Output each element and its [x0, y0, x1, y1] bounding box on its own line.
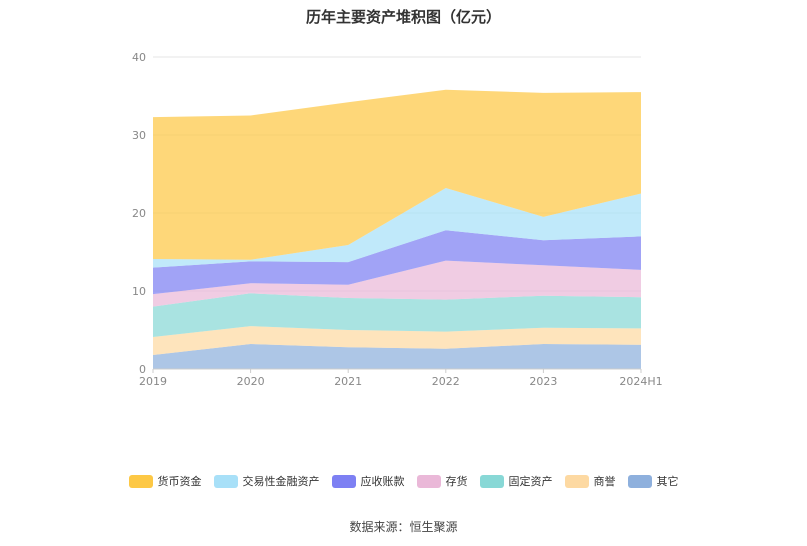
legend-swatch [331, 474, 356, 488]
x-tick-label: 2019 [139, 375, 167, 388]
y-tick-label: 10 [132, 285, 146, 298]
area-series [153, 89, 641, 369]
y-tick-label: 40 [132, 51, 146, 64]
legend-item[interactable]: 应收账款 [331, 473, 405, 489]
legend-label: 应收账款 [360, 475, 405, 488]
legend-label: 固定资产 [508, 475, 553, 488]
area-存货[interactable] [153, 260, 641, 307]
legend-label: 货币资金 [157, 475, 202, 488]
legend-item[interactable]: 存货 [416, 473, 468, 489]
chart-title: 历年主要资产堆积图（亿元） [305, 8, 501, 26]
legend-swatch [213, 474, 238, 488]
axes: 0 10 20 30 40 2019 2020 2021 2022 2023 2024H1 [132, 51, 663, 388]
y-tick-label: 30 [132, 129, 146, 142]
area-货币资金[interactable] [153, 89, 641, 260]
area-应收账款[interactable] [153, 230, 641, 295]
legend-item[interactable]: 商誉 [564, 473, 616, 489]
y-tick-label: 20 [132, 207, 146, 220]
x-tick-label: 2022 [432, 375, 460, 388]
legend: 货币资金 交易性金融资产 应收账款 存货 固定资产 商誉 其它 [0, 473, 807, 489]
legend-item[interactable]: 其它 [627, 473, 679, 489]
area-固定资产[interactable] [153, 293, 641, 337]
legend-swatch [564, 474, 589, 488]
legend-swatch [479, 474, 504, 488]
x-tick-label: 2020 [237, 375, 265, 388]
x-tick-label: 2021 [334, 375, 362, 388]
y-tick-label: 0 [139, 363, 146, 376]
area-商誉[interactable] [153, 326, 641, 355]
area-交易性金融资产[interactable] [153, 188, 641, 268]
legend-label: 商誉 [593, 475, 616, 488]
legend-item[interactable]: 货币资金 [128, 473, 202, 489]
legend-label: 存货 [445, 475, 468, 488]
area-其它[interactable] [153, 344, 641, 369]
data-source-note: 数据来源：恒生聚源 [349, 520, 458, 534]
legend-swatch [627, 474, 652, 488]
legend-item[interactable]: 固定资产 [479, 473, 553, 489]
x-tick-label: 2023 [529, 375, 557, 388]
legend-item[interactable]: 交易性金融资产 [213, 473, 320, 489]
legend-swatch [416, 474, 441, 488]
x-tick-label: 2024H1 [619, 375, 662, 388]
legend-label: 交易性金融资产 [242, 475, 320, 488]
legend-swatch [128, 474, 153, 488]
legend-label: 其它 [656, 475, 679, 488]
